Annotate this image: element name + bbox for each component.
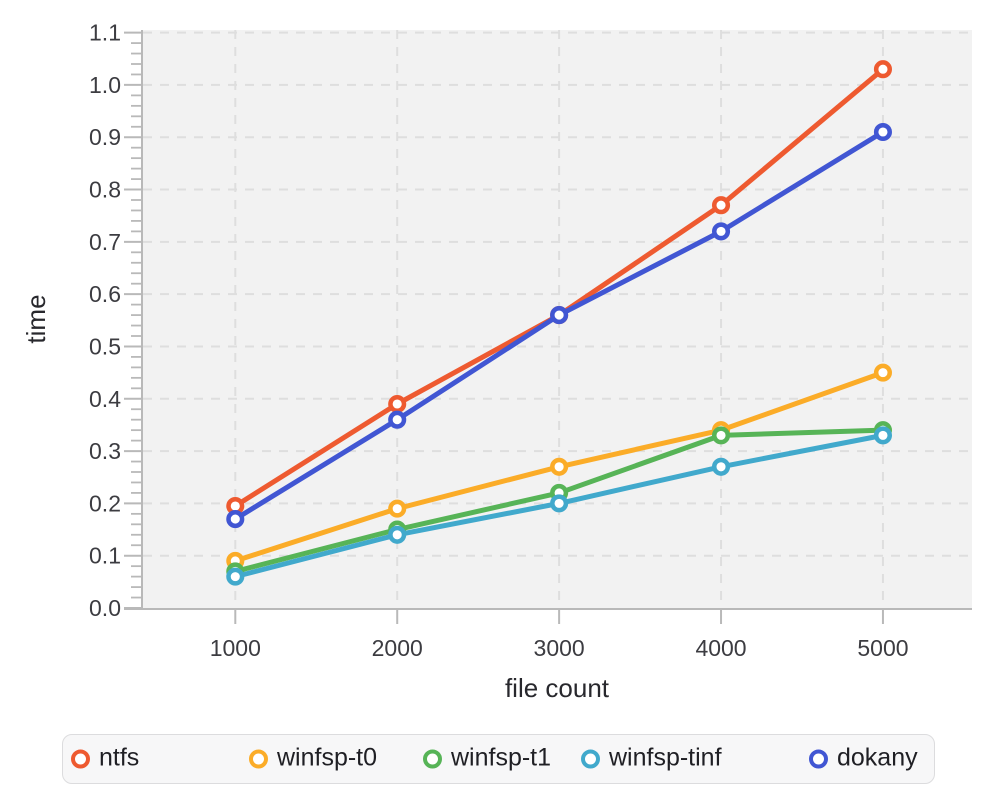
x-tick-label: 4000	[695, 635, 746, 661]
x-tick-label: 3000	[534, 635, 585, 661]
y-tick-label: 1.0	[89, 72, 121, 98]
y-tick-label: 0.0	[89, 595, 121, 621]
y-tick-label: 0.9	[89, 124, 121, 150]
y-tick-label: 0.5	[89, 333, 121, 359]
marker-winfsp-t0	[550, 457, 569, 476]
marker-winfsp-tinf	[873, 426, 892, 445]
x-tick-label: 2000	[372, 635, 423, 661]
marker-winfsp-t0	[873, 363, 892, 382]
y-tick-label: 0.8	[89, 177, 121, 203]
y-axis-label: time	[21, 294, 51, 343]
gridlines	[143, 30, 972, 608]
tick-labels: 0.0 0.1 0.2 0.3 0.4 0.5 0.6 0.7 0.8 0.9 1.0 1.1 1000…	[89, 20, 909, 661]
line-chart-canvas: 0.0 0.1 0.2 0.3 0.4 0.5 0.6 0.7 0.8 0.9 1.0 1.1 1000…	[21, 20, 972, 703]
marker-winfsp-tinf	[226, 567, 245, 586]
legend-marker-icon	[423, 749, 442, 769]
series-dokany	[226, 122, 892, 529]
y-tick-label: 0.2	[89, 490, 121, 516]
legend-marker-icon	[809, 749, 828, 769]
series-winfsp-tinf	[226, 426, 892, 586]
legend-item-winfsp-t1[interactable]: winfsp-t1	[423, 743, 552, 773]
axis-lines	[124, 30, 972, 610]
y-tick-label: 1.1	[89, 20, 121, 46]
x-tick-label: 5000	[857, 635, 908, 661]
legend-marker-icon	[249, 749, 268, 769]
marker-ntfs	[711, 196, 731, 215]
marker-dokany	[226, 510, 245, 529]
marker-winfsp-tinf	[388, 525, 407, 544]
legend-marker-icon	[71, 749, 90, 769]
marker-ntfs	[873, 60, 892, 79]
marker-dokany	[550, 306, 569, 325]
legend-item-label: winfsp-t1	[451, 743, 552, 772]
y-tick-label: 0.3	[89, 438, 121, 464]
marker-dokany	[873, 122, 892, 142]
legend-item-label: dokany	[837, 743, 918, 772]
legend-item-label: ntfs	[99, 743, 140, 772]
marker-winfsp-tinf	[711, 457, 731, 476]
y-tick-label: 0.1	[89, 543, 121, 569]
y-tick-label: 0.6	[89, 281, 121, 307]
legend-item-dokany[interactable]: dokany	[809, 743, 918, 773]
marker-dokany	[388, 410, 407, 429]
marker-winfsp-tinf	[550, 494, 569, 513]
marker-winfsp-t0	[388, 499, 407, 518]
legend-marker-icon	[581, 749, 600, 769]
x-axis-label: file count	[505, 673, 610, 703]
y-tick-label: 0.7	[89, 229, 121, 255]
x-tick-label: 1000	[210, 635, 261, 661]
legend-item-label: winfsp-tinf	[609, 743, 722, 772]
legend-item-ntfs[interactable]: ntfs	[71, 743, 140, 773]
y-tick-label: 0.4	[89, 386, 121, 412]
data-series	[226, 60, 892, 586]
legend: ntfs winfsp-t0 winfsp-t1 winfsp-tinf dokany	[62, 734, 935, 784]
legend-item-winfsp-tinf[interactable]: winfsp-tinf	[581, 743, 722, 773]
legend-item-label: winfsp-t0	[277, 743, 378, 772]
marker-ntfs	[388, 394, 407, 414]
marker-dokany	[711, 222, 731, 241]
marker-winfsp-t1	[711, 426, 731, 445]
legend-item-winfsp-t0[interactable]: winfsp-t0	[249, 743, 378, 773]
